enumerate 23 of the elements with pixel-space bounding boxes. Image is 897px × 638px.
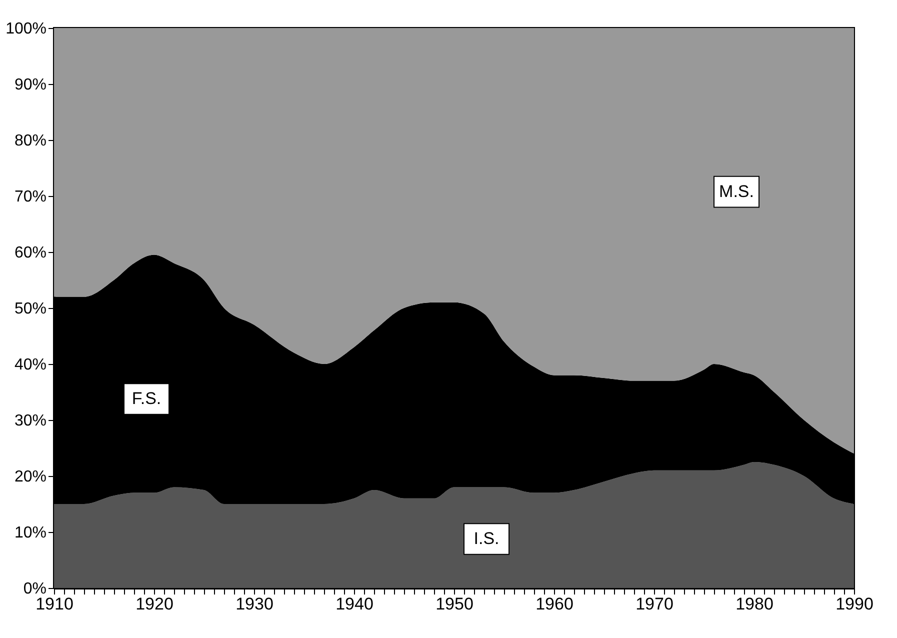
y-tick-label: 20% bbox=[14, 468, 46, 486]
y-tick-label: 90% bbox=[14, 76, 46, 94]
y-tick-label: 10% bbox=[14, 524, 46, 542]
y-tick-label: 30% bbox=[14, 412, 46, 430]
x-tick-label: 1910 bbox=[36, 594, 74, 614]
y-tick-label: 100% bbox=[6, 20, 46, 38]
x-tick-label: 1990 bbox=[836, 594, 874, 614]
series-label: F.S. bbox=[132, 389, 162, 408]
series-label: I.S. bbox=[474, 529, 500, 548]
y-tick-label: 40% bbox=[14, 356, 46, 374]
y-tick-label: 0% bbox=[23, 580, 46, 598]
y-tick-label: 60% bbox=[14, 244, 46, 262]
y-tick-label: 50% bbox=[14, 300, 46, 318]
x-tick-label: 1920 bbox=[136, 594, 174, 614]
x-tick-label: 1970 bbox=[636, 594, 674, 614]
x-tick-label: 1930 bbox=[236, 594, 274, 614]
series-label: M.S. bbox=[719, 182, 754, 201]
x-tick-label: 1950 bbox=[436, 594, 474, 614]
y-tick-label: 70% bbox=[14, 188, 46, 206]
x-tick-label: 1940 bbox=[336, 594, 374, 614]
x-tick-label: 1980 bbox=[736, 594, 774, 614]
y-tick-label: 80% bbox=[14, 132, 46, 150]
x-tick-label: 1960 bbox=[536, 594, 574, 614]
